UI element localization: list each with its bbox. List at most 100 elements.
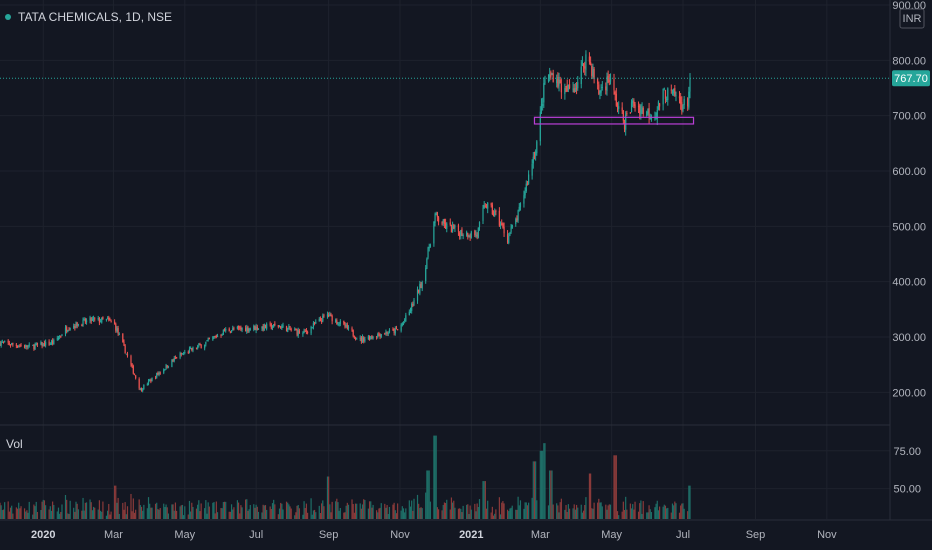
candle-body (269, 323, 271, 325)
volume-bar (133, 512, 136, 519)
candle-body (642, 108, 644, 115)
candle-body (98, 317, 101, 323)
candle-body (221, 334, 223, 336)
volume-bar (337, 502, 339, 519)
candle-body (582, 63, 585, 67)
volume-bar (59, 513, 61, 519)
candle-body (441, 222, 443, 225)
candle-body (475, 233, 477, 237)
volume-bar (629, 503, 631, 519)
volume-bar (650, 512, 653, 519)
volume-bar (199, 511, 201, 519)
volume-bar (82, 497, 84, 519)
candle-body (329, 314, 331, 317)
volume-bar (408, 500, 410, 519)
candle-body (8, 342, 10, 345)
volume-bar (630, 508, 633, 519)
volume-bar (680, 505, 682, 519)
candle-body (85, 320, 88, 323)
volume-bar (266, 509, 268, 519)
volume-bar (220, 508, 222, 519)
candle-body (195, 347, 198, 349)
volume-bar (581, 512, 584, 519)
volume-bar (195, 508, 198, 519)
candle-body (503, 226, 505, 234)
volume-bar (532, 461, 534, 519)
candle-body (45, 341, 47, 346)
volume-bar (436, 507, 438, 519)
candle-body (444, 223, 447, 229)
candle-body (302, 332, 304, 335)
candle-body (26, 345, 28, 348)
candle-body (509, 233, 511, 236)
volume-bar (421, 508, 423, 519)
volume-bar (352, 504, 354, 519)
volume-bar (118, 513, 120, 519)
volume-bar (336, 498, 338, 519)
candle-body (9, 344, 12, 346)
candle-body (688, 91, 690, 108)
candle-body (0, 342, 2, 346)
volume-bar (623, 509, 626, 519)
volume-bar (361, 504, 364, 519)
candle-body (516, 218, 518, 221)
volume-bar (261, 512, 263, 519)
candle-body (466, 231, 468, 236)
time-axis[interactable]: 2020 Mar May Jul Sep Nov 2021 Mar May Jul Sep Nov (31, 529, 837, 541)
volume-bar (559, 502, 561, 519)
candle-body (318, 318, 320, 322)
candle-body (442, 219, 444, 224)
candle-body (585, 54, 587, 70)
volume-bar (453, 500, 455, 519)
candle-body (372, 336, 374, 339)
volume-bar (313, 509, 316, 519)
volume-bar (150, 507, 152, 519)
time-tick-label: Sep (746, 529, 766, 541)
volume-bar (146, 508, 148, 519)
candle-body (683, 98, 685, 106)
volume-bar (303, 501, 305, 519)
volume-bar (543, 443, 545, 519)
volume-bar (212, 502, 214, 519)
volume-bar (75, 501, 77, 519)
volume-bar (502, 501, 504, 519)
candle-body (264, 324, 267, 329)
volume-bar (675, 503, 677, 519)
volume-bar (89, 499, 91, 519)
volume-bar (413, 498, 415, 519)
volume-bar (247, 510, 249, 519)
candle-body (66, 327, 68, 332)
volume-bar (519, 500, 522, 519)
candle-body (536, 141, 538, 154)
candle-body (133, 373, 136, 376)
candle-body (247, 326, 249, 332)
candle-body (559, 79, 561, 84)
volume-bar (444, 503, 447, 519)
candle-body (392, 328, 394, 330)
volume-bar (34, 506, 36, 519)
candle-body (640, 109, 642, 116)
volume-bar (550, 470, 552, 519)
volume-bar (673, 505, 675, 519)
volume-bar (244, 499, 247, 519)
support-zone-rectangle[interactable] (533, 116, 695, 125)
volume-bar (315, 512, 317, 519)
candle-body (322, 315, 324, 322)
volume-bar (454, 507, 456, 519)
volume-bar (678, 512, 681, 519)
volume-bar (483, 481, 485, 519)
volume-bar (654, 507, 656, 519)
candle-body (484, 205, 486, 207)
candle-body (311, 327, 313, 329)
candle-body (457, 224, 460, 232)
candle-body (60, 335, 62, 337)
volume-bar (126, 506, 129, 519)
candle-body (477, 227, 479, 238)
volume-bar (311, 514, 313, 519)
grid-lines (0, 0, 890, 519)
currency-badge[interactable]: INR (899, 8, 925, 29)
volume-bar (298, 508, 300, 519)
volume-bar (670, 512, 672, 519)
volume-bar (278, 508, 281, 519)
